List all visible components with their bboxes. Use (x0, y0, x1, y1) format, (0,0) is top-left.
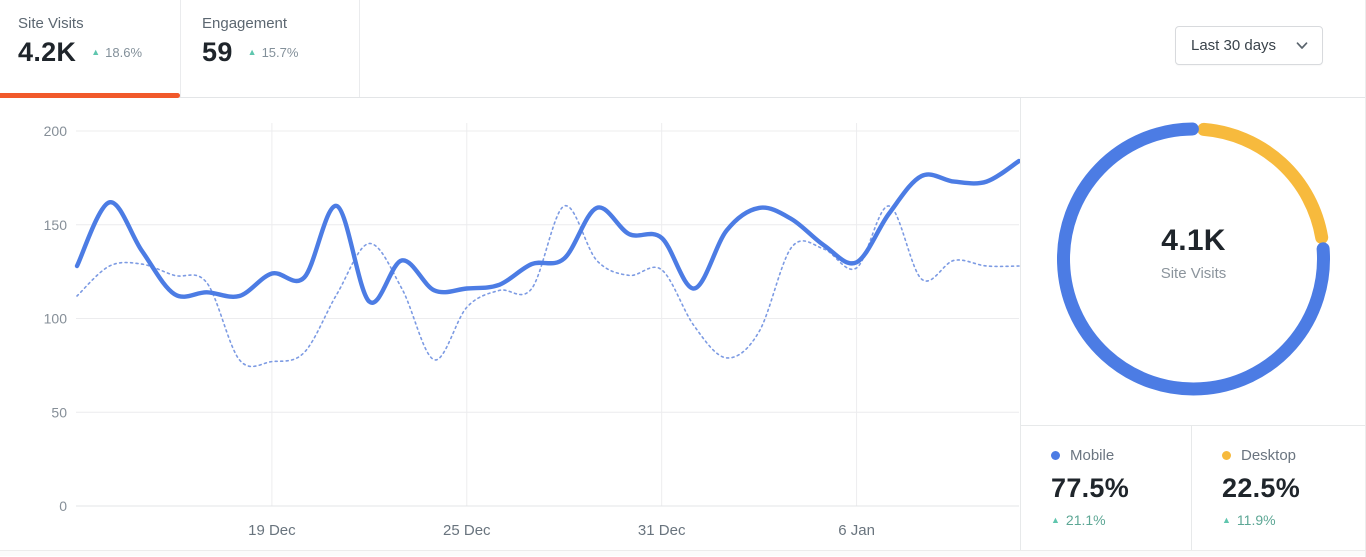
legend-label: Mobile (1070, 447, 1115, 464)
legend-delta-value: 11.9% (1236, 512, 1276, 528)
legend-delta: ▲ 11.9% (1222, 512, 1365, 528)
active-tab-indicator (0, 93, 180, 98)
trend-up-icon: ▲ (1222, 514, 1231, 525)
legend-item-desktop[interactable]: Desktop 22.5% ▲ 11.9% (1191, 426, 1365, 550)
metric-value: 4.2K (18, 37, 77, 67)
metric-value: 59 (202, 37, 233, 67)
donut-segment-desktop[interactable] (1197, 122, 1329, 244)
desktop-color-dot (1222, 451, 1231, 460)
date-range-label: Last 30 days (1191, 37, 1277, 54)
metric-delta: ▲ 15.7% (248, 45, 299, 60)
date-range-select[interactable]: Last 30 days (1175, 26, 1323, 65)
line-chart-canvas[interactable]: 19 Dec 25 Dec 31 Dec 6 Jan 200 150 100 50 0 (0, 98, 1022, 550)
x-axis-label: 25 Dec (443, 522, 491, 539)
metric-value-row: 59 ▲ 15.7% (202, 39, 359, 66)
series-line-solid (74, 158, 1022, 305)
legend-delta: ▲ 21.1% (1051, 512, 1191, 528)
donut-chart-canvas[interactable] (1021, 98, 1366, 425)
legend-head: Desktop (1222, 447, 1365, 464)
visits-line-chart[interactable]: 19 Dec 25 Dec 31 Dec 6 Jan 200 150 100 50 0 (0, 98, 1022, 550)
y-axis-label: 200 (44, 123, 68, 139)
y-axis-label: 0 (59, 498, 67, 514)
tab-label: Engagement (202, 15, 288, 32)
legend-label: Desktop (1241, 447, 1297, 464)
metric-value-row: 4.2K ▲ 18.6% (18, 39, 180, 66)
y-axis-label: 150 (44, 217, 68, 233)
donut-segment-mobile[interactable] (1057, 122, 1330, 396)
mobile-color-dot (1051, 451, 1060, 460)
device-split-donut[interactable]: 4.1K Site Visits (1021, 98, 1366, 425)
x-axis-label: 6 Jan (838, 522, 875, 539)
panel-bottom-edge (0, 550, 1365, 556)
legend-delta-value: 21.1% (1065, 512, 1106, 528)
legend-percentage: 22.5% (1222, 473, 1301, 503)
x-axis-label: 31 Dec (638, 522, 686, 539)
device-split-panel: 4.1K Site Visits Mobile 77.5% ▲ 21.1% (1020, 98, 1366, 550)
metric-delta-value: 18.6% (105, 45, 143, 60)
trend-up-icon: ▲ (247, 47, 257, 57)
legend-percentage: 77.5% (1051, 473, 1130, 503)
donut-legend: Mobile 77.5% ▲ 21.1% Desktop 22.5% (1021, 425, 1365, 550)
chevron-down-icon (1296, 41, 1308, 49)
x-axis-label: 19 Dec (248, 522, 296, 539)
trend-up-icon: ▲ (91, 47, 101, 57)
tab-site-visits[interactable]: Site Visits 4.2K ▲ 18.6% (0, 0, 181, 98)
tab-engagement[interactable]: Engagement 59 ▲ 15.7% (181, 0, 360, 97)
trend-up-icon: ▲ (1051, 514, 1060, 525)
tab-label: Site Visits (18, 15, 84, 32)
legend-item-mobile[interactable]: Mobile 77.5% ▲ 21.1% (1021, 426, 1191, 550)
dashboard-body: 19 Dec 25 Dec 31 Dec 6 Jan 200 150 100 50 0 4.1K… (0, 98, 1365, 550)
metric-delta: ▲ 18.6% (91, 45, 142, 60)
y-axis-label: 100 (44, 311, 68, 327)
metric-delta-value: 15.7% (261, 45, 299, 60)
y-axis-label: 50 (51, 404, 67, 420)
legend-head: Mobile (1051, 447, 1191, 464)
metric-tabs-bar: Site Visits 4.2K ▲ 18.6% Engagement 59 ▲… (0, 0, 1365, 98)
